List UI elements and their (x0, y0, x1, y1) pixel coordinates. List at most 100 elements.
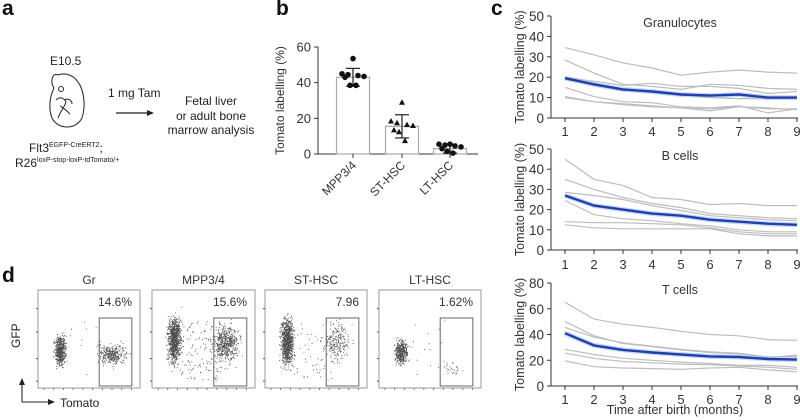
plot-frame (264, 289, 368, 389)
y-tick-label: 50 (529, 9, 544, 24)
x-tick-label: 4 (648, 124, 655, 139)
x-tick-label: 6 (706, 257, 713, 272)
x-tick-label: 9 (793, 392, 800, 407)
y-tick-label: 80 (529, 276, 544, 291)
data-point (402, 137, 408, 144)
plot-frame (378, 289, 482, 389)
gate-box (98, 317, 133, 387)
y-tick-label: 20 (529, 203, 544, 218)
x-tick-label: 7 (735, 257, 742, 272)
arrow-right-icon (116, 110, 154, 116)
y-tick-label: 40 (529, 162, 544, 177)
data-point (350, 55, 356, 62)
y-axis-title: Tomato labelling (%) (513, 10, 527, 123)
genotype-line-2: R26loxP-stop-loxP-tdTomato/+ (15, 156, 119, 170)
x-tick-label: 7 (735, 124, 742, 139)
x-tick-label: 2 (590, 124, 597, 139)
embryo-icon (49, 73, 85, 128)
individual-series-line (564, 321, 798, 359)
individual-series-line (564, 221, 797, 235)
plot-title: MPP3/4 (182, 273, 225, 287)
gate-percentage: 7.96 (336, 295, 360, 309)
y-tick-label: 30 (529, 50, 544, 65)
data-point (396, 128, 402, 135)
y-tick-label: 20 (529, 353, 544, 368)
x-tick-label: 9 (793, 124, 800, 139)
x-tick-label: 7 (735, 392, 742, 407)
y-axis-title: Tomato labelling (%) (273, 46, 287, 155)
y-tick-label: 0 (536, 111, 544, 126)
arrow-up-icon (19, 378, 25, 385)
x-tick-label: 1 (561, 392, 568, 407)
bar (335, 76, 371, 155)
data-point (439, 145, 445, 152)
individual-series-line (564, 78, 797, 100)
genotype-suffix: ; (99, 141, 103, 155)
x-tick-label: 6 (706, 392, 713, 407)
gate-percentage: 1.62% (439, 295, 473, 309)
y-tick-label: 0 (304, 147, 311, 162)
x-tick-label: 2 (590, 392, 597, 407)
x-axis-title: Time after birth (months) (607, 403, 743, 417)
data-point (450, 150, 456, 156)
y-axis-title: Tomato labelling (%) (513, 143, 527, 256)
genotype-superscript: EGFP-CreERT2 (49, 142, 100, 149)
x-tick-label: 5 (677, 124, 684, 139)
data-point (447, 141, 453, 147)
data-point (436, 141, 442, 147)
gate-box (439, 317, 474, 387)
gate-percentage: 14.6% (98, 295, 132, 309)
data-point (339, 70, 345, 77)
genotype-line-1: Flt3EGFP-CreERT2; (29, 141, 103, 155)
x-tick-label: 3 (619, 124, 626, 139)
gate-box (213, 317, 248, 387)
y-axis-label-gfp: GFP (9, 323, 23, 348)
x-tick-label: 4 (648, 392, 655, 407)
mean-series-band (564, 75, 797, 101)
outcome-label: Fetal liver or adult bone marrow analysi… (163, 94, 259, 138)
outcome-line: or adult bone (175, 108, 247, 123)
panel-label-d: d (2, 264, 15, 287)
individual-series-line (564, 178, 798, 220)
data-point (361, 73, 367, 80)
plot-frame (37, 289, 141, 389)
data-point (342, 74, 348, 81)
individual-series-line (564, 191, 798, 222)
event-dots (393, 320, 464, 375)
x-tick-label: ST-HSC (367, 158, 408, 199)
chart-title: T cells (662, 283, 698, 297)
genotype-base: R26 (15, 156, 38, 170)
bar (432, 148, 468, 155)
data-point (404, 121, 410, 128)
event-dots (53, 321, 132, 376)
y-tick-label: 20 (297, 111, 311, 126)
panel-a-diagram (49, 73, 154, 128)
x-tick-label: 1 (561, 257, 568, 272)
data-point (355, 72, 361, 79)
data-point (391, 126, 397, 133)
plot-frame (151, 289, 256, 389)
flow-plot: ST-HSC 7.96 (263, 273, 368, 390)
panel-label-a: a (2, 0, 14, 20)
x-tick-label: 2 (590, 257, 597, 272)
mean-series-band (564, 330, 798, 363)
individual-series-line (564, 348, 798, 368)
individual-series-line (564, 326, 798, 358)
data-point (345, 71, 351, 78)
x-tick-label: 9 (793, 257, 800, 272)
chart-title: Granulocytes (643, 16, 717, 30)
event-dots (165, 306, 243, 381)
x-tick-label: 5 (677, 392, 684, 407)
event-dots (279, 313, 354, 381)
y-tick-label: 60 (297, 40, 311, 55)
arrow-right-icon (48, 399, 55, 405)
x-tick-label: 8 (764, 257, 771, 272)
mean-series-line (564, 77, 797, 99)
mean-series-line (564, 332, 798, 361)
stage-label: E10.5 (50, 54, 82, 68)
data-point (442, 142, 448, 148)
panel-label-c: c (491, 0, 503, 20)
x-tick-label: 8 (764, 124, 771, 139)
individual-series-line (564, 96, 798, 112)
x-tick-label: 1 (561, 124, 568, 139)
